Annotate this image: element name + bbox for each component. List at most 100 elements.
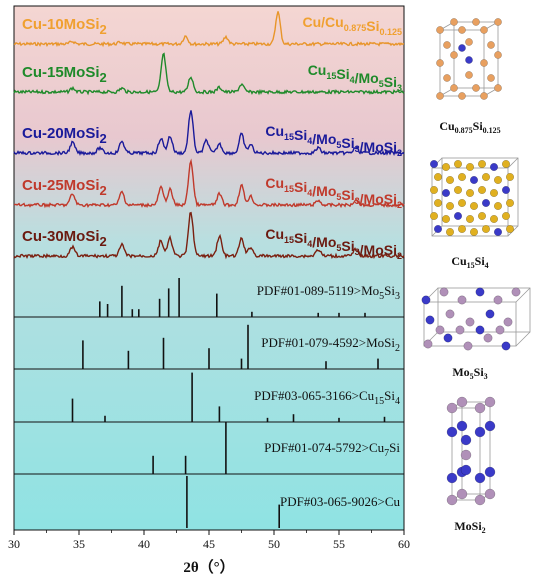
atom	[465, 71, 473, 79]
atom	[465, 317, 475, 327]
atom	[494, 18, 502, 26]
atom	[457, 295, 467, 305]
atom	[435, 325, 445, 335]
atom	[480, 26, 488, 34]
atom	[443, 333, 453, 343]
x-tick-label: 45	[203, 537, 215, 551]
crystal-structures: Cu0.875Si0.125 Cu15Si4 Mo5Si3 MoSi2	[421, 18, 531, 535]
atom	[443, 41, 451, 49]
atom	[505, 224, 515, 234]
atom	[493, 295, 503, 305]
atom	[484, 396, 496, 408]
phase-label: Cu15Si4/Mo5Si3/MoSi2	[265, 123, 402, 158]
atom	[446, 472, 458, 484]
atom	[472, 84, 480, 92]
atom	[484, 466, 496, 478]
unit-cell	[451, 407, 481, 501]
atom	[489, 162, 499, 172]
sample-trace	[13, 158, 405, 209]
atom	[460, 434, 472, 446]
atom	[457, 172, 467, 182]
atom	[460, 464, 472, 476]
atom	[456, 396, 468, 408]
atom	[469, 201, 479, 211]
atom	[463, 341, 473, 351]
x-tick-label: 50	[268, 537, 280, 551]
atom	[485, 309, 495, 319]
atom	[465, 188, 475, 198]
atom	[501, 341, 511, 351]
sample-trace	[13, 11, 405, 48]
atom	[480, 59, 488, 67]
x-axis: 30 35 40 45 50 55 60	[8, 530, 410, 551]
atom	[503, 317, 513, 327]
atom	[481, 224, 491, 234]
atom	[477, 159, 487, 169]
x-tick-label: 35	[73, 537, 85, 551]
atom	[501, 159, 511, 169]
atom	[446, 426, 458, 438]
reference-label: PDF#03-065-3166>Cu15Si4	[254, 388, 400, 407]
atom	[450, 18, 458, 26]
reference-label: PDF#01-074-5792>Cu7Si	[264, 440, 400, 459]
atom	[484, 420, 496, 432]
atom	[481, 172, 491, 182]
atom	[436, 26, 444, 34]
atom	[465, 162, 475, 172]
atom	[465, 38, 473, 46]
atom	[450, 84, 458, 92]
atom	[469, 175, 479, 185]
atom	[474, 402, 486, 414]
sample-trace	[13, 211, 405, 260]
atom	[453, 211, 463, 221]
atom	[487, 41, 495, 49]
atom	[445, 227, 455, 237]
atom	[494, 51, 502, 59]
reference-label: PDF#03-065-9026>Cu	[280, 494, 401, 509]
x-tick-label: 40	[138, 537, 150, 551]
atom	[425, 315, 435, 325]
atom	[423, 339, 433, 349]
atom	[445, 175, 455, 185]
atom	[429, 211, 439, 221]
sample-trace	[13, 52, 405, 96]
phase-label: Cu15Si4/Mo5Si3/MoSi2	[265, 226, 402, 261]
atom	[469, 227, 479, 237]
sample-patterns: Cu-10MoSi2 Cu/Cu0.875Si0.125 Cu-15MoSi2 Cu1…	[13, 11, 405, 261]
atom	[472, 18, 480, 26]
phase-label: Cu15Si4/Mo5Si3/MoSi2	[265, 175, 402, 210]
unit-cell	[461, 401, 491, 495]
sample-trace	[13, 110, 405, 157]
atom	[483, 333, 493, 343]
unit-cell	[441, 157, 519, 227]
atom	[493, 227, 503, 237]
reference-label: PDF#01-079-4592>MoSi2	[261, 335, 400, 354]
atom	[495, 325, 505, 335]
crystal-label: Mo5Si3	[452, 365, 487, 381]
atom	[433, 224, 443, 234]
atom	[429, 185, 439, 195]
atom	[489, 188, 499, 198]
phase-label: Cu/Cu0.875Si0.125	[302, 14, 402, 37]
atom	[441, 214, 451, 224]
unit-cell	[437, 287, 531, 333]
phase-label: Cu15Si4/Mo5Si3	[308, 62, 402, 93]
sample-label: Cu-25MoSi2	[22, 177, 107, 198]
atom	[433, 198, 443, 208]
atom	[436, 92, 444, 100]
atom	[446, 402, 458, 414]
atom	[421, 295, 431, 305]
atom	[453, 159, 463, 169]
atom	[477, 185, 487, 195]
atom	[439, 287, 449, 297]
reference-label: PDF#01-089-5119>Mo5Si3	[257, 283, 400, 302]
atom	[493, 201, 503, 211]
atom	[475, 325, 485, 335]
atom	[457, 198, 467, 208]
atom	[475, 287, 485, 297]
atom	[511, 287, 521, 297]
atom	[450, 51, 458, 59]
sample-label: Cu-10MoSi2	[22, 16, 107, 37]
atom	[505, 198, 515, 208]
